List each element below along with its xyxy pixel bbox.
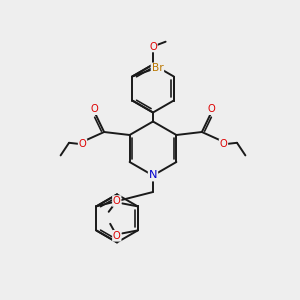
Text: O: O: [90, 104, 98, 114]
Text: O: O: [113, 231, 121, 241]
Text: O: O: [79, 139, 86, 149]
Text: O: O: [220, 139, 227, 149]
Text: O: O: [149, 41, 157, 52]
Text: O: O: [113, 196, 121, 206]
Text: Br: Br: [152, 63, 163, 74]
Text: N: N: [149, 170, 157, 181]
Text: O: O: [208, 104, 216, 114]
